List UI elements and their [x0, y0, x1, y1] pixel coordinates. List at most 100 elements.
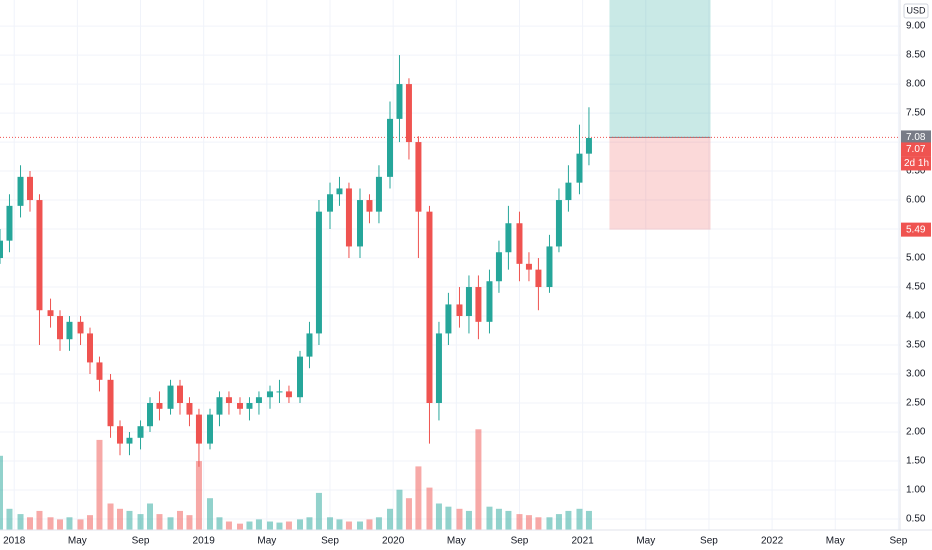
x-tick-label: Sep [700, 536, 718, 547]
volume-bar [276, 522, 283, 530]
volume-bar [147, 503, 153, 530]
candle-body [456, 304, 463, 317]
volume-bar [535, 517, 542, 530]
currency-label: USD [906, 5, 926, 15]
candle-body [107, 379, 114, 427]
candle-body [327, 194, 333, 212]
candle-body [117, 426, 123, 444]
volume-bar [336, 519, 343, 530]
x-tick-label: Sep [321, 536, 339, 547]
x-tick-label: May [68, 536, 87, 547]
candle-body [57, 316, 63, 340]
candle-body [246, 403, 253, 409]
price-badge-label: 7.07 [906, 144, 926, 155]
candle-body [66, 321, 73, 340]
candle-body [435, 333, 442, 404]
y-tick-label: 7.50 [906, 108, 926, 119]
volume-bar [357, 521, 363, 530]
volume-bar [315, 492, 322, 530]
y-tick-label: 8.50 [906, 50, 926, 61]
volume-bar [57, 519, 63, 530]
candle-body [375, 176, 382, 212]
candle-body [585, 138, 592, 154]
volume-bar [195, 461, 202, 530]
x-tick-label: May [447, 536, 466, 547]
y-tick-label: 1.00 [906, 485, 926, 496]
candle-body [426, 211, 433, 404]
volume-bar [486, 506, 493, 530]
x-tick-label: May [826, 536, 845, 547]
candle-body [357, 200, 363, 247]
candle-body [36, 200, 43, 311]
volume-bar [516, 514, 523, 530]
candle-body [147, 403, 153, 427]
volume-bar [375, 517, 382, 530]
y-tick-label: 6.50 [906, 166, 926, 177]
volume-bar [405, 498, 412, 530]
x-tick-label: May [257, 536, 276, 547]
profit-zone [609, 0, 711, 138]
currency-frame [903, 3, 929, 19]
candle-body [297, 356, 303, 398]
y-tick-label: 3.00 [906, 369, 926, 380]
y-tick-label: 6.00 [906, 195, 926, 206]
candle-body [276, 391, 283, 393]
volume-bar [366, 519, 373, 530]
candle-body [366, 200, 373, 212]
candle-body [87, 333, 93, 363]
currency-box: USD [903, 3, 929, 19]
candle-body [565, 182, 572, 201]
candle-body [555, 200, 562, 247]
x-tick-label: 2022 [761, 536, 784, 547]
candle-body [237, 403, 243, 409]
candle-body [186, 403, 193, 415]
candle-body [525, 263, 532, 270]
volume-bar [167, 517, 174, 530]
volume-bar [415, 466, 422, 530]
volume-bar [435, 503, 442, 530]
price-badge-label: 5.49 [906, 224, 926, 235]
volume-bar [66, 517, 73, 530]
volume-bar [255, 519, 262, 530]
price-axis-bg [900, 0, 932, 550]
price-badge [901, 142, 931, 157]
candle-body [405, 84, 412, 143]
y-tick-label: 4.50 [906, 282, 926, 293]
volume-bar [495, 508, 502, 530]
candle-body [225, 397, 232, 404]
volume-bar [306, 517, 313, 530]
volume-bar [345, 521, 352, 530]
volume-bar [327, 517, 333, 530]
volume-bar [475, 429, 482, 530]
candle-body [47, 310, 54, 317]
volume-bar [156, 514, 163, 530]
candle-body [495, 252, 502, 282]
candle-body [77, 321, 84, 334]
volume-bar [465, 510, 472, 530]
candle-body [17, 176, 24, 206]
candle-body [396, 84, 403, 119]
volume-bar [525, 515, 532, 530]
volume-bar [216, 517, 223, 530]
volume-bar [117, 508, 123, 530]
price-badge [901, 130, 931, 145]
volume-bar [396, 489, 403, 530]
volume-bar [107, 503, 114, 530]
volume-bar [17, 514, 24, 530]
candle-body [486, 281, 493, 322]
candle-body [285, 391, 292, 398]
volume-bar [246, 521, 253, 530]
volume-bar [297, 519, 303, 530]
candle-body [465, 287, 472, 317]
loss-zone [609, 137, 711, 230]
countdown-label: 2d 1h [904, 158, 929, 169]
candle-body [516, 223, 523, 264]
y-tick-label: 0.50 [906, 514, 926, 525]
volume-bar [237, 523, 243, 530]
candle-body [126, 437, 133, 444]
volume-bar [207, 498, 213, 530]
y-tick-label: 1.50 [906, 456, 926, 467]
volume-bar [565, 510, 572, 530]
candle-body [415, 142, 422, 212]
